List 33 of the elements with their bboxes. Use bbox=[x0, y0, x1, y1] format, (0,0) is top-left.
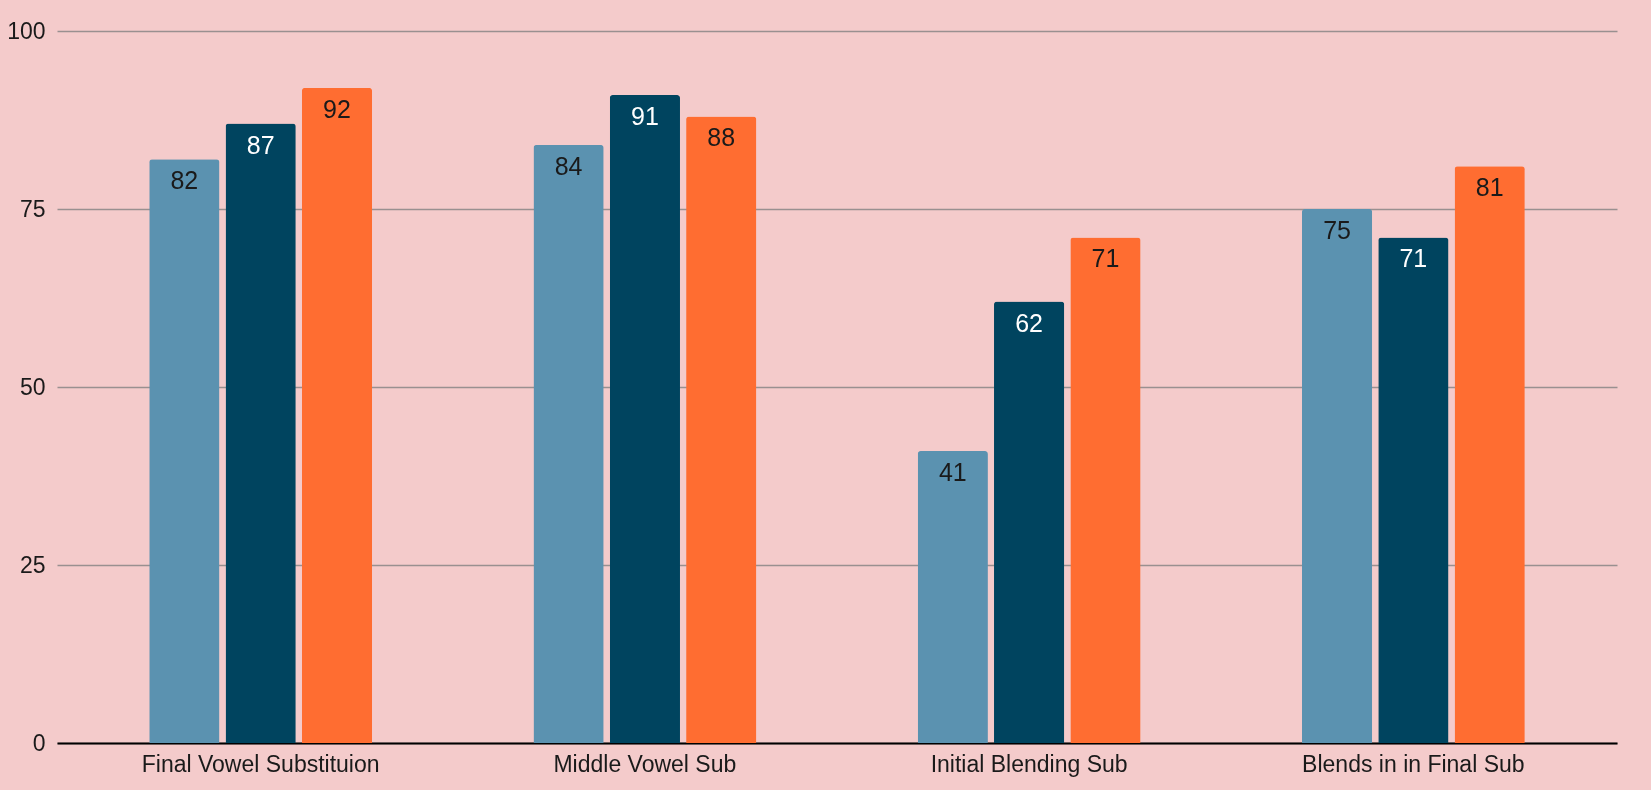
data-label: 75 bbox=[1323, 216, 1351, 244]
bar bbox=[225, 123, 296, 743]
data-label: 82 bbox=[170, 166, 199, 195]
x-tick-label: Initial Blending Sub bbox=[930, 750, 1128, 777]
bar bbox=[686, 116, 757, 743]
bar bbox=[149, 159, 220, 743]
y-tick-label: 0 bbox=[32, 729, 46, 756]
data-label: 41 bbox=[938, 458, 967, 487]
bar bbox=[533, 144, 604, 743]
bar bbox=[994, 301, 1065, 743]
bar bbox=[1301, 209, 1373, 743]
bar bbox=[1378, 237, 1449, 743]
data-label: 71 bbox=[1091, 244, 1120, 273]
x-tick-label: Final Vowel Substituion bbox=[141, 750, 380, 777]
bar bbox=[609, 95, 680, 743]
data-label: 87 bbox=[246, 130, 275, 159]
y-tick-label: 75 bbox=[19, 195, 46, 222]
data-label: 84 bbox=[554, 151, 583, 180]
y-tick-label: 25 bbox=[19, 551, 46, 578]
data-label: 88 bbox=[707, 123, 736, 152]
data-label: 81 bbox=[1475, 173, 1504, 202]
data-label: 62 bbox=[1015, 308, 1044, 337]
y-tick-label: 100 bbox=[7, 17, 46, 44]
x-tick-label: Middle Vowel Sub bbox=[553, 750, 737, 777]
y-tick-label: 50 bbox=[19, 373, 46, 400]
bar bbox=[1070, 237, 1141, 743]
bar bbox=[301, 87, 373, 743]
bar bbox=[917, 451, 988, 743]
data-label: 92 bbox=[323, 94, 351, 123]
bar bbox=[1454, 166, 1525, 743]
x-tick-label: Blends in in Final Sub bbox=[1302, 750, 1525, 777]
data-label: 91 bbox=[630, 102, 659, 131]
data-label: 71 bbox=[1399, 244, 1428, 273]
